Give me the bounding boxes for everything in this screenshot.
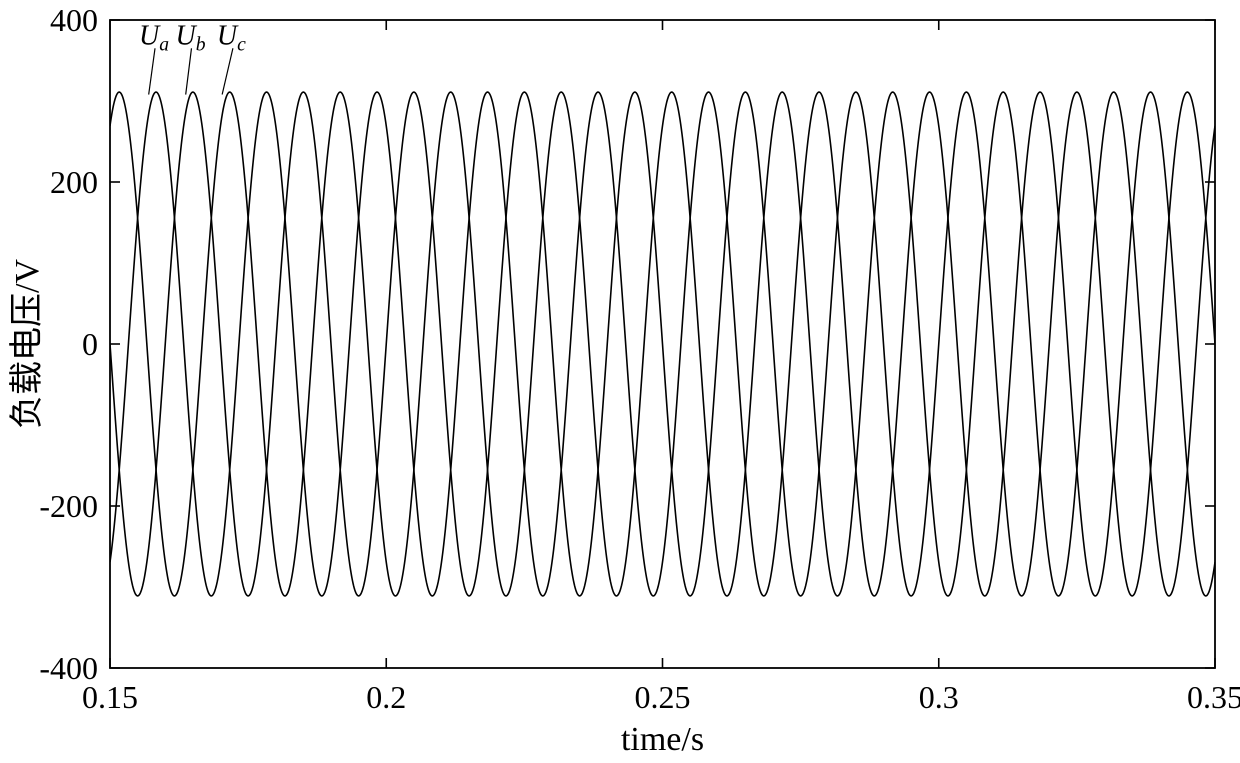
ytick-label: -200: [39, 488, 98, 524]
series-label-Ub: Ub: [175, 20, 205, 55]
leader-line-Ub: [186, 48, 192, 94]
xtick-label: 0.35: [1187, 679, 1240, 715]
series-label-Ua: Ua: [139, 20, 169, 55]
chart-svg: 0.150.20.250.30.35-400-2000200400time/s负…: [0, 0, 1240, 763]
series-Ua: [110, 92, 1215, 596]
series-label-Uc: Uc: [217, 20, 246, 55]
ytick-label: -400: [39, 650, 98, 686]
xtick-label: 0.3: [919, 679, 959, 715]
ytick-label: 400: [50, 2, 98, 38]
voltage-chart: 0.150.20.250.30.35-400-2000200400time/s负…: [0, 0, 1240, 763]
ytick-label: 200: [50, 164, 98, 200]
x-axis-label: time/s: [621, 721, 704, 758]
leader-line-Ua: [149, 48, 155, 94]
xtick-label: 0.2: [366, 679, 406, 715]
xtick-label: 0.25: [635, 679, 691, 715]
ytick-label: 0: [82, 326, 98, 362]
y-axis-label: 负载电压/V: [8, 259, 46, 429]
plot-area: [110, 92, 1215, 596]
leader-line-Uc: [222, 48, 233, 94]
